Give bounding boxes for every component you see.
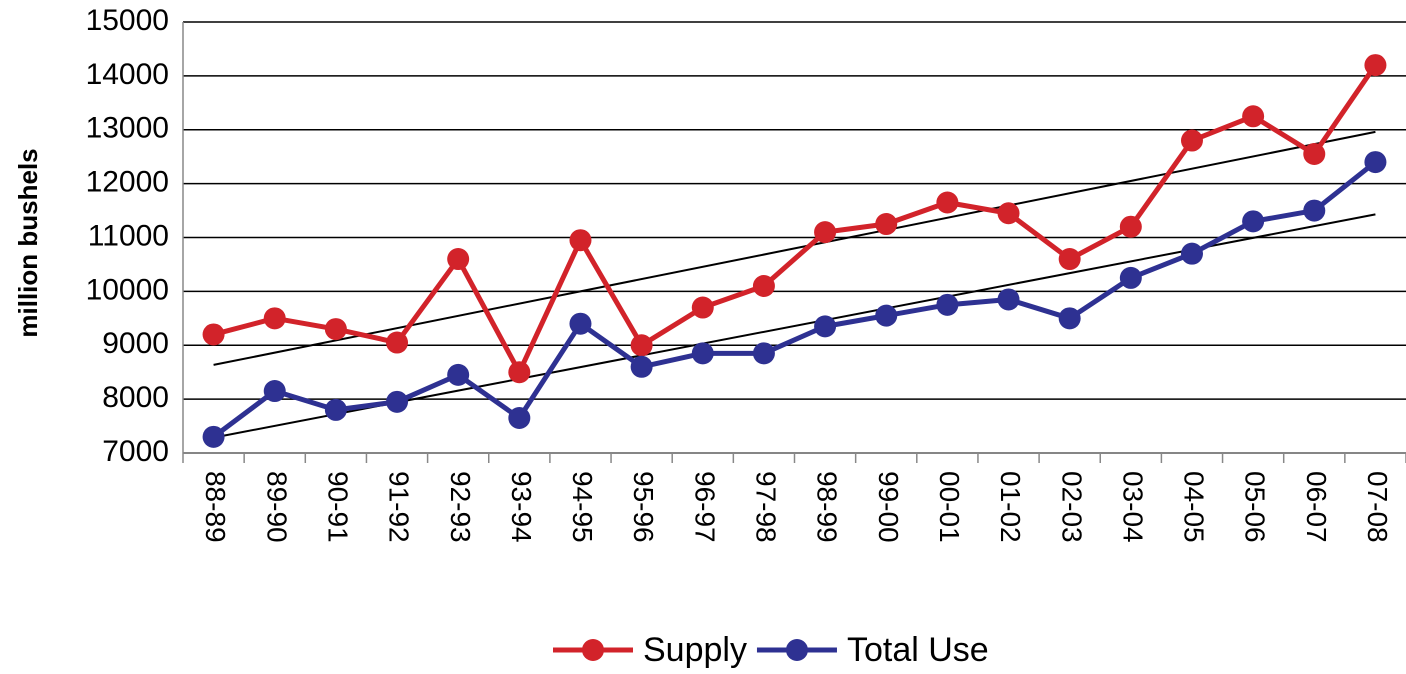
- legend-marker: [582, 639, 604, 661]
- data-point: [1119, 266, 1142, 289]
- data-point: [997, 288, 1020, 311]
- data-point: [1364, 54, 1387, 77]
- y-tick-label: 8000: [102, 381, 169, 414]
- data-point: [1119, 215, 1142, 238]
- data-point: [1058, 307, 1081, 330]
- data-point: [202, 425, 225, 448]
- x-tick-label: 02-03: [1056, 471, 1087, 543]
- y-tick-label: 13000: [86, 112, 169, 145]
- data-point: [630, 334, 653, 357]
- data-point: [814, 221, 837, 244]
- y-tick-label: 9000: [102, 327, 169, 360]
- data-point: [1242, 105, 1265, 128]
- data-point: [1303, 199, 1326, 222]
- data-point: [875, 304, 898, 327]
- x-tick-label: 91-92: [384, 471, 415, 543]
- data-point: [202, 323, 225, 346]
- x-tick-label: 97-98: [751, 471, 782, 543]
- x-tick-label: 88-89: [200, 471, 231, 543]
- data-point: [1242, 210, 1265, 233]
- y-axis-label: million bushels: [13, 148, 43, 337]
- x-tick-label: 98-99: [812, 471, 843, 543]
- data-point: [324, 398, 347, 421]
- x-tick-label: 06-07: [1301, 471, 1332, 543]
- data-point: [630, 355, 653, 378]
- data-point: [997, 202, 1020, 225]
- y-tick-label: 14000: [86, 58, 169, 91]
- data-point: [1303, 142, 1326, 165]
- legend-marker: [785, 639, 808, 661]
- data-point: [1180, 242, 1203, 265]
- x-tick-label: 95-96: [628, 471, 659, 543]
- data-point: [1058, 248, 1081, 271]
- data-point: [324, 318, 347, 341]
- data-point: [936, 191, 959, 214]
- x-tick-label: 96-97: [689, 471, 720, 543]
- series-line: [212, 160, 1377, 439]
- x-tick-label: 00-01: [934, 471, 965, 543]
- data-point: [508, 361, 531, 384]
- x-tick-label: 07-08: [1362, 471, 1393, 543]
- x-tick-label: 05-06: [1240, 471, 1271, 543]
- data-point: [386, 331, 409, 354]
- data-point: [1364, 151, 1387, 174]
- y-tick-label: 15000: [86, 4, 169, 37]
- data-point: [263, 307, 286, 330]
- data-point: [386, 390, 409, 413]
- x-tick-label: 93-94: [506, 471, 537, 543]
- y-tick-label: 7000: [102, 435, 169, 468]
- data-point: [508, 406, 531, 429]
- x-tick-label: 99-00: [873, 471, 904, 543]
- data-point: [936, 293, 959, 316]
- series-line: [212, 63, 1378, 375]
- data-point: [263, 380, 286, 403]
- data-point: [691, 342, 714, 365]
- y-tick-label: 12000: [86, 166, 169, 199]
- data-point: [569, 312, 592, 335]
- data-point: [752, 274, 775, 297]
- data-point: [875, 213, 898, 236]
- y-tick-label: 10000: [86, 273, 169, 306]
- x-tick-label: 92-93: [445, 471, 476, 543]
- data-point: [691, 296, 714, 319]
- x-tick-label: 04-05: [1179, 471, 1210, 543]
- data-point: [569, 229, 592, 252]
- data-point: [447, 363, 470, 386]
- x-tick-label: 03-04: [1117, 471, 1148, 543]
- legend-label: Supply: [643, 631, 747, 669]
- x-tick-label: 94-95: [567, 471, 598, 543]
- data-point: [447, 248, 470, 271]
- x-tick-label: 01-02: [995, 471, 1026, 543]
- data-point: [814, 315, 837, 338]
- x-tick-label: 89-90: [261, 471, 292, 543]
- data-point: [752, 342, 775, 365]
- data-point: [1180, 129, 1203, 152]
- legend-label: Total Use: [847, 631, 989, 669]
- y-tick-label: 11000: [88, 219, 169, 252]
- x-tick-label: 90-91: [322, 471, 353, 543]
